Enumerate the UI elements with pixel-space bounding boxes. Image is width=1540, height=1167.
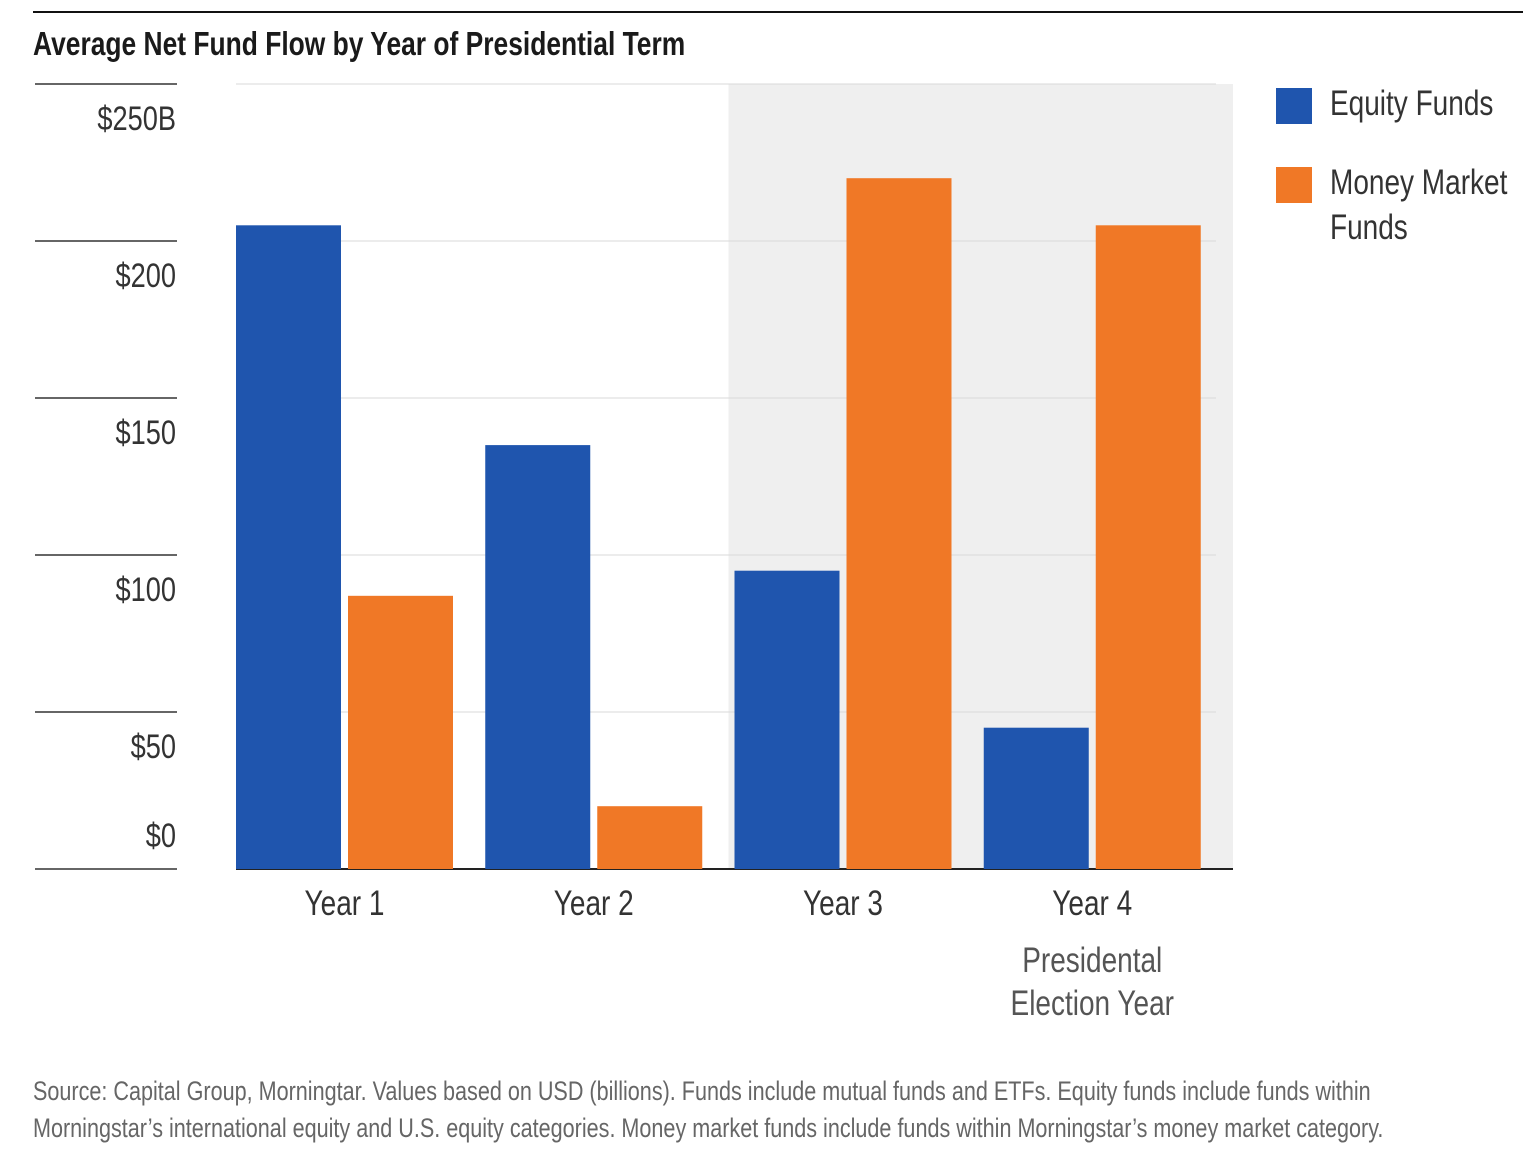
y-tick-label: $200 — [116, 256, 176, 295]
bar-money-market-funds — [348, 595, 453, 869]
bar-equity-funds — [983, 727, 1089, 869]
x-tick-label: Year 1 — [305, 883, 385, 923]
footnote-line-1: Source: Capital Group, Morningtar. Value… — [33, 1077, 1371, 1107]
y-tick-label: $250B — [97, 99, 176, 138]
legend-label: Equity Funds — [1330, 83, 1493, 123]
bar-money-market-funds — [1095, 225, 1201, 870]
bar-money-market-funds — [846, 178, 952, 869]
legend-item: Money Market Funds — [1276, 162, 1508, 247]
legend-label: Funds — [1330, 207, 1408, 247]
legend-swatch — [1276, 88, 1312, 124]
footnote-line-2: Morningstar’s international equity and U… — [33, 1114, 1383, 1144]
x-tick-label: Year 2 — [554, 883, 634, 923]
legend-item: Equity Funds — [1276, 83, 1493, 124]
y-tick-label: $0 — [146, 816, 176, 855]
y-tick-label: $150 — [116, 413, 176, 452]
x-tick-label: Year 3 — [803, 883, 883, 923]
bar-money-market-funds — [597, 806, 703, 869]
legend-swatch — [1276, 167, 1312, 203]
x-sublabel: Presidental — [1022, 940, 1162, 980]
x-sublabel: Election Year — [1011, 983, 1175, 1023]
x-tick-label: Year 4 — [1052, 883, 1132, 923]
chart-title: Average Net Fund Flow by Year of Preside… — [33, 26, 685, 62]
bar-equity-funds — [734, 570, 840, 869]
legend-label: Money Market — [1330, 162, 1508, 202]
bar-equity-funds — [485, 445, 591, 869]
y-tick-label: $50 — [131, 727, 176, 766]
y-tick-label: $100 — [116, 570, 176, 609]
bar-equity-funds — [236, 225, 341, 870]
